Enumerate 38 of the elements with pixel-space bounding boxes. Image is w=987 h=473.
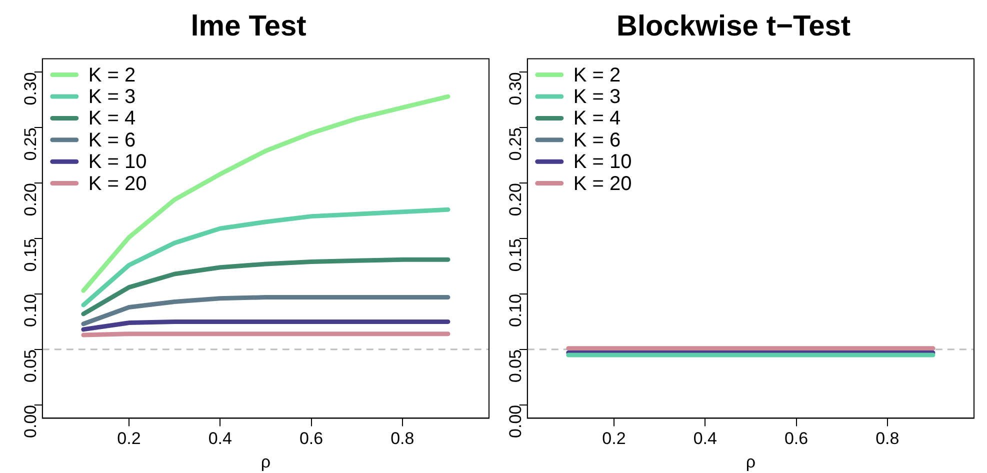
x-tick-label: 0.8 bbox=[876, 429, 900, 448]
x-tick-label: 0.4 bbox=[693, 429, 717, 448]
legend-label: K = 10 bbox=[88, 151, 147, 174]
legend-label: K = 3 bbox=[573, 86, 621, 108]
y-tick-label: 0.10 bbox=[21, 294, 40, 328]
x-tick-label: 0.6 bbox=[299, 429, 324, 448]
x-tick-label: 0.2 bbox=[602, 429, 626, 448]
x-tick-label: 0.8 bbox=[390, 429, 414, 448]
legend-label: K = 6 bbox=[573, 129, 621, 152]
legend-label: K = 2 bbox=[88, 64, 136, 86]
legend-label: K = 20 bbox=[88, 172, 147, 195]
x-tick-label: 0.2 bbox=[117, 429, 141, 448]
y-tick-label: 0.30 bbox=[21, 72, 40, 106]
legend-label: K = 4 bbox=[88, 108, 136, 130]
chart-title: lme Test bbox=[190, 10, 307, 42]
y-tick-label: 0.20 bbox=[506, 183, 526, 216]
y-tick-label: 0.15 bbox=[21, 238, 40, 272]
y-tick-label: 0.30 bbox=[506, 72, 526, 106]
y-tick-label: 0.00 bbox=[506, 404, 526, 438]
chart-title: Blockwise t−Test bbox=[616, 10, 851, 42]
y-tick-label: 0.15 bbox=[506, 238, 526, 272]
x-axis-title: ρ bbox=[260, 452, 271, 472]
legend-label: K = 2 bbox=[573, 64, 621, 86]
x-axis-title: ρ bbox=[746, 452, 756, 472]
legend-label: K = 20 bbox=[573, 172, 632, 195]
y-tick-label: 0.05 bbox=[506, 349, 526, 383]
y-tick-label: 0.25 bbox=[506, 128, 526, 161]
legend-label: K = 3 bbox=[88, 86, 136, 108]
y-tick-label: 0.05 bbox=[21, 349, 40, 383]
y-tick-label: 0.00 bbox=[21, 404, 40, 438]
y-tick-label: 0.10 bbox=[506, 294, 526, 328]
x-tick-label: 0.4 bbox=[208, 429, 232, 448]
legend-label: K = 4 bbox=[573, 108, 621, 130]
x-tick-label: 0.6 bbox=[784, 429, 808, 448]
y-tick-label: 0.20 bbox=[21, 183, 40, 216]
legend-label: K = 6 bbox=[88, 129, 136, 152]
legend-label: K = 10 bbox=[573, 151, 632, 174]
y-tick-label: 0.25 bbox=[21, 128, 40, 161]
